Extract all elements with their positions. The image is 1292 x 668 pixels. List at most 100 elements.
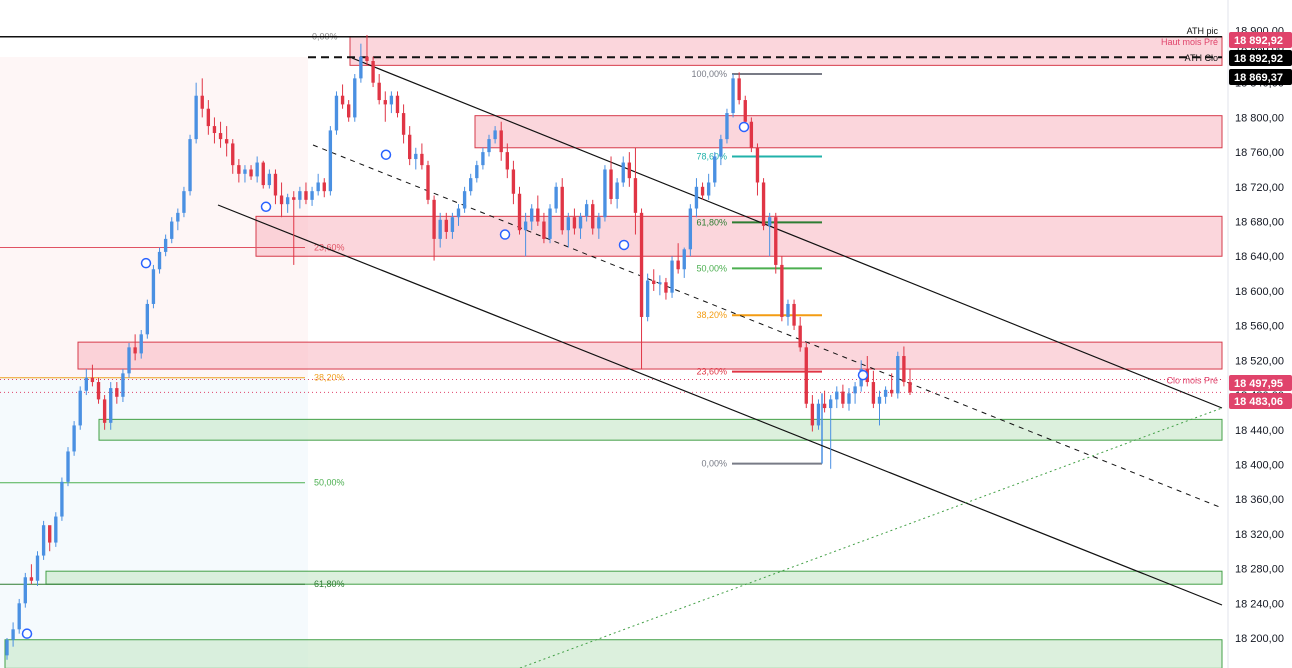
candle-0 [5, 638, 9, 660]
candle-89 [548, 204, 552, 244]
candle-body [102, 399, 107, 423]
candle-63 [389, 91, 394, 114]
y-tick-9: 18 560,00 [1235, 321, 1284, 333]
candle-body [395, 95, 400, 114]
zone-support-5 [45, 570, 1223, 585]
candle-body [902, 356, 906, 383]
candle-10 [66, 447, 70, 487]
candle-body [517, 193, 522, 231]
candle-body [212, 126, 217, 134]
candle-body [389, 95, 394, 105]
candle-103 [633, 147, 638, 235]
candle-4 [29, 564, 34, 585]
zones-layer [4, 36, 1223, 668]
price-badge-bg [1229, 375, 1292, 391]
candle-body [182, 191, 186, 213]
alert-marker-0 [21, 628, 33, 639]
candle-91 [560, 178, 564, 235]
candle-8 [54, 512, 58, 547]
price-badge-bg [1229, 32, 1292, 48]
support-trend-line [519, 407, 1223, 668]
level-label-1: Haut mois Pré [1161, 37, 1218, 47]
candle-54 [334, 91, 339, 135]
candle-body [713, 156, 717, 183]
candle-106 [652, 269, 656, 291]
candle-body [743, 100, 747, 122]
candle-32 [200, 78, 204, 118]
candle-47 [292, 191, 296, 265]
candle-body [615, 182, 619, 199]
candle-29 [182, 186, 186, 218]
candle-body [511, 169, 516, 194]
candle-body [664, 282, 668, 293]
candle-body [822, 403, 827, 409]
candle-body [487, 139, 491, 153]
candle-129 [792, 299, 796, 330]
candle-body [853, 386, 857, 394]
candle-117 [719, 134, 723, 166]
candle-body [84, 377, 88, 391]
candle-body [804, 347, 808, 404]
candle-body [523, 221, 528, 231]
candle-body [542, 221, 546, 239]
candle-6 [41, 520, 46, 560]
candle-41 [255, 156, 259, 183]
candle-body [578, 216, 583, 229]
candle-112 [688, 204, 693, 257]
level-label-2: ATH Clo [1185, 53, 1218, 63]
candle-28 [176, 208, 180, 231]
candle-body [139, 334, 143, 354]
candle-77 [475, 160, 479, 183]
candle-144 [883, 386, 888, 404]
candle-body [731, 78, 735, 114]
candle-body [298, 191, 302, 200]
candle-body [383, 100, 387, 105]
candle-body [273, 173, 278, 196]
candle-11 [72, 421, 76, 456]
candle-100 [615, 178, 619, 209]
candle-body [737, 78, 741, 101]
candle-body [237, 165, 241, 174]
candle-55 [340, 84, 345, 109]
candle-body [767, 217, 772, 226]
candle-124 [761, 178, 766, 231]
candle-59 [365, 34, 369, 66]
candle-128 [786, 299, 790, 326]
candle-146 [896, 351, 900, 399]
y-tick-5: 18 400,00 [1235, 459, 1284, 471]
candle-66 [408, 126, 412, 166]
candle-body [310, 191, 314, 200]
candle-122 [749, 117, 754, 153]
candle-body [340, 95, 345, 105]
candle-143 [877, 390, 882, 426]
candle-120 [737, 72, 741, 105]
price-badge-text: 18 483,06 [1234, 396, 1283, 408]
candle-73 [450, 212, 455, 239]
candle-body [29, 577, 34, 581]
candle-137 [841, 384, 845, 409]
candle-95 [584, 199, 589, 222]
candle-46 [285, 193, 290, 213]
alert-marker-3 [380, 149, 392, 160]
candle-133 [816, 399, 821, 430]
candle-107 [658, 275, 662, 296]
y-tick-0: 18 200,00 [1235, 633, 1284, 645]
candle-body [444, 219, 448, 232]
candle-body [353, 78, 357, 118]
candle-body [584, 204, 589, 217]
candle-body [530, 208, 534, 222]
candle-48 [298, 186, 302, 209]
candle-88 [542, 212, 546, 244]
candle-135 [829, 395, 833, 469]
y-tick-3: 18 320,00 [1235, 529, 1284, 541]
candle-35 [218, 121, 223, 148]
candle-body [847, 393, 851, 404]
candle-body [78, 390, 82, 426]
zone-resistance-1 [474, 115, 1223, 149]
candle-138 [847, 388, 851, 411]
candle-51 [316, 173, 320, 196]
y-axis[interactable]: 18 200,00 18 240,00 18 280,00 18 320,00 18 3… [1227, 0, 1284, 668]
candle-body [877, 396, 882, 404]
alert-marker-2 [260, 201, 272, 213]
